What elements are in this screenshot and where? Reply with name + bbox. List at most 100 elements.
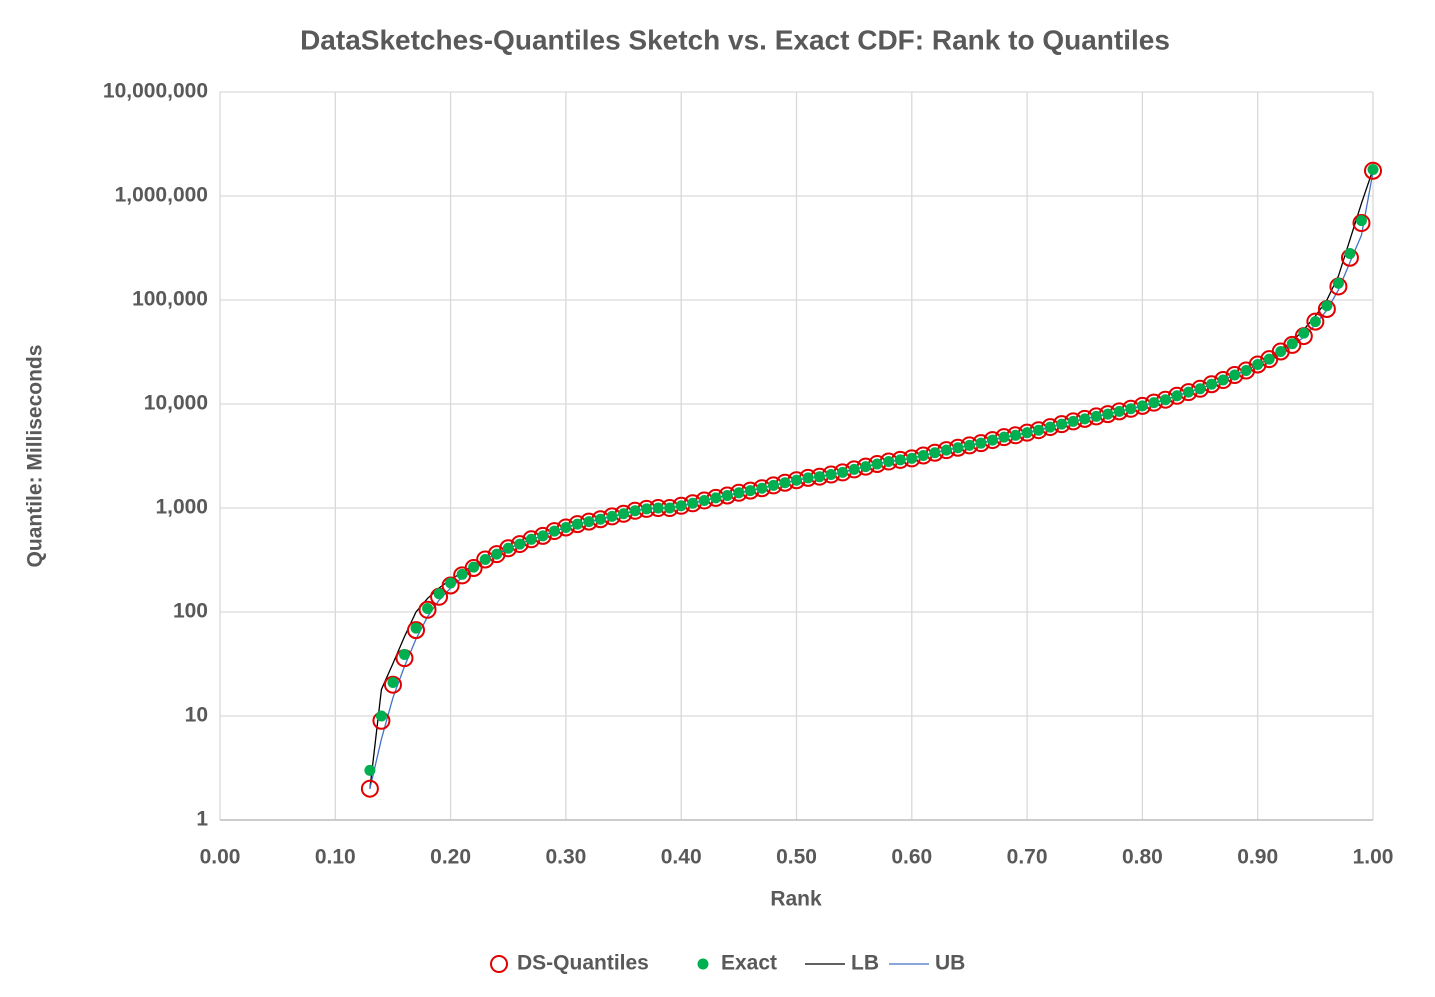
data-point bbox=[629, 505, 641, 517]
data-point bbox=[871, 458, 883, 470]
data-point bbox=[1102, 408, 1114, 420]
data-point bbox=[825, 468, 837, 480]
data-point bbox=[476, 550, 495, 569]
x-tick-label: 0.80 bbox=[1122, 846, 1163, 869]
data-point bbox=[1309, 316, 1321, 328]
data-point bbox=[652, 502, 664, 514]
data-point bbox=[1225, 366, 1244, 385]
data-point bbox=[537, 530, 549, 542]
legend-label: LB bbox=[851, 952, 879, 975]
data-point bbox=[464, 558, 483, 577]
data-point bbox=[940, 444, 952, 456]
chart-title: DataSketches-Quantiles Sketch vs. Exact … bbox=[300, 24, 1170, 55]
data-point bbox=[698, 495, 710, 507]
data-point bbox=[583, 516, 595, 528]
data-point bbox=[779, 477, 791, 489]
data-point bbox=[1367, 163, 1379, 175]
data-point bbox=[883, 455, 895, 467]
x-axis-label: Rank bbox=[770, 888, 822, 911]
data-point bbox=[1252, 358, 1264, 370]
data-point bbox=[756, 482, 768, 494]
data-point bbox=[1355, 215, 1367, 227]
data-point bbox=[1344, 247, 1356, 259]
data-point bbox=[1352, 214, 1371, 233]
data-point bbox=[917, 449, 929, 461]
data-point bbox=[491, 548, 503, 560]
data-point bbox=[479, 553, 491, 565]
data-point bbox=[456, 568, 468, 580]
data-point bbox=[571, 518, 583, 530]
y-tick-label: 1,000,000 bbox=[115, 184, 208, 207]
legend-marker bbox=[490, 955, 508, 973]
data-point bbox=[1240, 364, 1252, 376]
data-point bbox=[963, 439, 975, 451]
data-point bbox=[398, 649, 410, 661]
data-point bbox=[1206, 378, 1218, 390]
data-point bbox=[675, 500, 687, 512]
data-point bbox=[687, 497, 699, 509]
data-point bbox=[360, 779, 379, 798]
data-point bbox=[1298, 327, 1310, 339]
data-point bbox=[1056, 418, 1068, 430]
data-point bbox=[1021, 427, 1033, 439]
data-point bbox=[641, 503, 653, 515]
x-tick-label: 0.70 bbox=[1007, 846, 1048, 869]
data-point bbox=[1263, 353, 1275, 365]
data-point bbox=[1229, 369, 1241, 381]
y-tick-label: 100 bbox=[173, 600, 208, 623]
data-point bbox=[814, 471, 826, 483]
data-point bbox=[387, 676, 399, 688]
data-point bbox=[375, 710, 387, 722]
y-tick-label: 10,000 bbox=[144, 392, 208, 415]
data-point bbox=[445, 577, 457, 589]
series-line bbox=[369, 171, 1374, 789]
data-point bbox=[525, 533, 537, 545]
x-tick-label: 0.20 bbox=[430, 846, 471, 869]
legend-marker bbox=[697, 958, 709, 970]
y-tick-label: 1 bbox=[196, 808, 208, 831]
data-point bbox=[606, 510, 618, 522]
legend-label: Exact bbox=[721, 952, 777, 975]
data-point bbox=[848, 463, 860, 475]
data-point bbox=[548, 525, 560, 537]
data-point bbox=[1067, 415, 1079, 427]
data-point bbox=[721, 489, 733, 501]
data-point bbox=[1332, 277, 1344, 289]
data-point bbox=[906, 452, 918, 464]
legend-label: DS-Quantiles bbox=[517, 952, 649, 975]
data-point bbox=[1010, 429, 1022, 441]
data-point bbox=[1306, 312, 1325, 331]
data-point bbox=[1044, 421, 1056, 433]
data-point bbox=[514, 538, 526, 550]
data-point bbox=[410, 622, 422, 634]
data-point bbox=[1194, 383, 1206, 395]
x-tick-label: 1.00 bbox=[1353, 846, 1394, 869]
data-point bbox=[952, 442, 964, 454]
data-point bbox=[664, 502, 676, 514]
data-point bbox=[1113, 405, 1125, 417]
data-point bbox=[422, 603, 434, 615]
data-point bbox=[1217, 374, 1229, 386]
data-point bbox=[1125, 403, 1137, 415]
data-point bbox=[1237, 361, 1256, 380]
data-point bbox=[1079, 413, 1091, 425]
data-point bbox=[1090, 410, 1102, 422]
x-tick-label: 0.30 bbox=[545, 846, 586, 869]
data-point bbox=[560, 521, 572, 533]
data-point bbox=[407, 621, 426, 640]
data-point bbox=[733, 487, 745, 499]
data-point bbox=[894, 454, 906, 466]
data-point bbox=[1171, 390, 1183, 402]
data-point bbox=[975, 437, 987, 449]
data-point bbox=[468, 561, 480, 573]
data-point bbox=[383, 675, 402, 694]
data-point bbox=[837, 466, 849, 478]
data-point bbox=[1275, 345, 1287, 357]
data-point bbox=[1183, 386, 1195, 398]
data-point bbox=[802, 472, 814, 484]
data-point bbox=[594, 513, 606, 525]
data-point bbox=[710, 492, 722, 504]
x-tick-label: 0.00 bbox=[200, 846, 241, 869]
data-point bbox=[860, 461, 872, 473]
